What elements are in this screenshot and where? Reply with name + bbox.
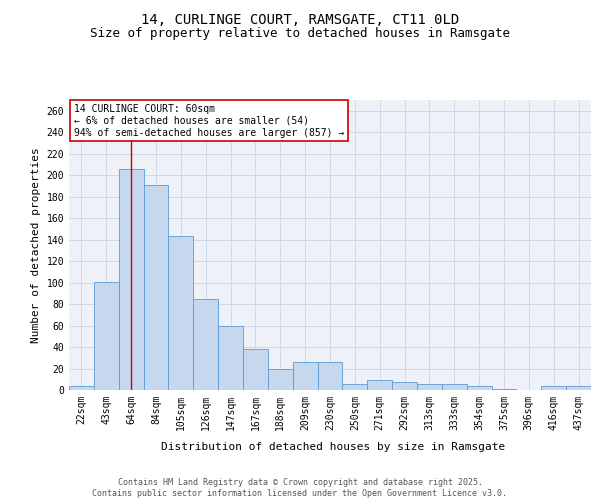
Bar: [193, 298, 218, 390]
Bar: [119, 168, 143, 390]
Bar: [491, 389, 517, 390]
Text: 14 CURLINGE COURT: 60sqm
← 6% of detached houses are smaller (54)
94% of semi-de: 14 CURLINGE COURT: 60sqm ← 6% of detache…: [74, 104, 344, 138]
Bar: [541, 386, 566, 390]
Bar: [317, 362, 343, 390]
Text: 14, CURLINGE COURT, RAMSGATE, CT11 0LD: 14, CURLINGE COURT, RAMSGATE, CT11 0LD: [141, 12, 459, 26]
Bar: [367, 380, 392, 390]
Text: Distribution of detached houses by size in Ramsgate: Distribution of detached houses by size …: [161, 442, 505, 452]
Bar: [218, 326, 243, 390]
Text: Contains HM Land Registry data © Crown copyright and database right 2025.
Contai: Contains HM Land Registry data © Crown c…: [92, 478, 508, 498]
Bar: [343, 384, 367, 390]
Bar: [293, 362, 317, 390]
Y-axis label: Number of detached properties: Number of detached properties: [31, 147, 41, 343]
Bar: [69, 386, 94, 390]
Bar: [566, 386, 591, 390]
Bar: [169, 236, 193, 390]
Bar: [243, 349, 268, 390]
Bar: [417, 384, 442, 390]
Bar: [442, 384, 467, 390]
Bar: [143, 185, 169, 390]
Text: Size of property relative to detached houses in Ramsgate: Size of property relative to detached ho…: [90, 28, 510, 40]
Bar: [268, 368, 293, 390]
Bar: [94, 282, 119, 390]
Bar: [392, 382, 417, 390]
Bar: [467, 386, 491, 390]
